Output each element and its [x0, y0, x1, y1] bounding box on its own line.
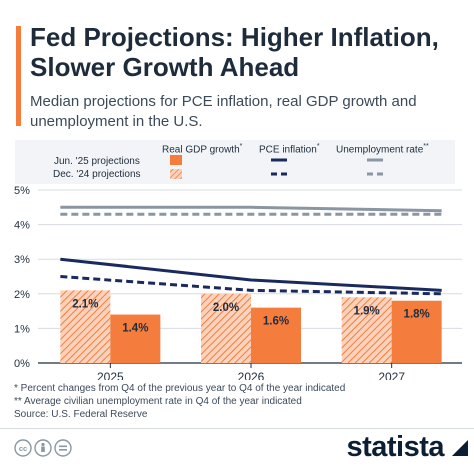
legend: Real GDP growth* PCE inflation* Unemploy…: [15, 140, 455, 184]
x-tick-label: 2025: [97, 370, 124, 380]
legend-row-dec24: Dec. '24 projections: [53, 169, 141, 180]
line-pce-inflation-jun-25-projections: [60, 257, 442, 292]
legend-swatch-gdp-dec24: [170, 169, 182, 179]
data-label: 2.0%: [213, 302, 239, 314]
license-icons: cc: [14, 439, 72, 457]
bar-gdp-dec24-2026: [201, 293, 251, 363]
y-tick-label: 0%: [14, 358, 30, 370]
equals-icon: [54, 439, 72, 457]
cc-icon: cc: [14, 439, 32, 457]
legend-swatches: [170, 155, 384, 179]
person-icon: [34, 439, 52, 457]
statista-logo: statista: [346, 431, 444, 463]
data-label: 1.8%: [404, 309, 430, 321]
source-note: Source: U.S. Federal Reserve: [14, 409, 148, 420]
bar-gdp-jun25-2027: [391, 300, 442, 363]
data-label: 1.4%: [122, 323, 148, 335]
chart-title: Fed Projections: Higher Inflation, Slowe…: [30, 22, 439, 82]
svg-text:cc: cc: [19, 444, 27, 453]
y-tick-label: 1%: [14, 323, 30, 335]
x-tick-label: 2026: [238, 370, 265, 380]
line-pce-inflation-dec-24-projections: [60, 275, 442, 296]
data-label: 2.1%: [72, 298, 98, 310]
data-label: 1.9%: [354, 305, 380, 317]
footnote-gdp: * Percent changes from Q4 of the previou…: [14, 383, 346, 394]
y-tick-label: 3%: [14, 254, 30, 266]
chart-plot: 0% 1% 2% 3% 4% 5% 2025 2026 2027 2.1% 2.0% 1.9% 1.4%…: [14, 185, 462, 380]
legend-header-gdp: Real GDP growth*: [162, 143, 243, 156]
y-tick-label: 4%: [14, 220, 30, 232]
footnotes: * Percent changes from Q4 of the previou…: [14, 382, 464, 421]
footnote-unemployment: ** Average civilian unemployment rate in…: [14, 396, 302, 407]
x-tick-label: 2027: [378, 370, 405, 380]
legend-header-pce: PCE inflation*: [259, 143, 320, 156]
bar-gdp-jun25-2025: [110, 314, 161, 363]
data-label: 1.6%: [263, 316, 289, 328]
legend-header-unemployment: Unemployment rate**: [336, 143, 429, 156]
legend-row-jun25: Jun. '25 projections: [54, 156, 140, 167]
statista-logo-mark: [452, 440, 468, 456]
chart-subtitle: Median projections for PCE inflation, re…: [30, 93, 417, 130]
line-unemployment-rate-jun-25-projections: [60, 205, 442, 213]
bar-gdp-dec24-2025: [60, 290, 111, 363]
y-tick-label: 2%: [14, 289, 30, 301]
bar-gdp-jun25-2026: [251, 307, 301, 363]
footer-divider: [0, 428, 474, 429]
y-tick-label: 5%: [14, 185, 30, 197]
legend-swatch-gdp-jun25: [170, 155, 182, 165]
title-accent-bar: [16, 26, 21, 126]
bar-gdp-dec24-2027: [341, 297, 392, 363]
